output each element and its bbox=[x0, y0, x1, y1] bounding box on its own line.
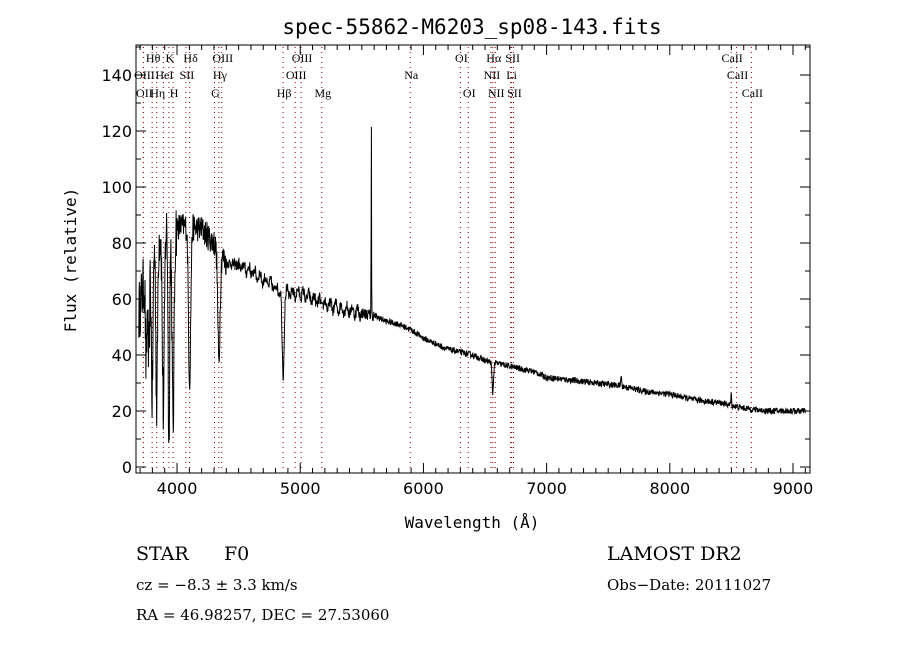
line-marker-label: HeI bbox=[155, 68, 173, 82]
y-tick-label: 100 bbox=[101, 178, 132, 197]
line-marker-label: OIII bbox=[292, 51, 313, 65]
x-tick-label: 9000 bbox=[773, 479, 814, 498]
object-subclass: F0 bbox=[224, 543, 249, 565]
x-tick-label: 7000 bbox=[526, 479, 567, 498]
x-tick-label: 4000 bbox=[157, 479, 198, 498]
line-marker-label: Hγ bbox=[213, 68, 228, 82]
line-marker-label: OIII bbox=[212, 51, 233, 65]
line-marker-label: NII bbox=[484, 68, 501, 82]
y-tick-label: 0 bbox=[122, 458, 132, 477]
line-marker-label: OII bbox=[136, 86, 153, 100]
x-axis-label: Wavelength (Å) bbox=[405, 513, 540, 532]
line-marker-label: CaII bbox=[742, 86, 763, 100]
line-marker-label: K bbox=[166, 51, 175, 65]
x-tick-label: 5000 bbox=[280, 479, 321, 498]
y-tick-label: 20 bbox=[112, 402, 132, 421]
line-marker-label: Hη bbox=[150, 86, 165, 100]
y-tick-label: 120 bbox=[101, 122, 132, 141]
line-marker-label: Hθ bbox=[146, 51, 161, 65]
chart-title: spec-55862-M6203_sp08-143.fits bbox=[282, 15, 661, 39]
spectrum-line bbox=[138, 126, 806, 443]
coordinates-text: RA = 46.98257, DEC = 27.53060 bbox=[136, 606, 389, 624]
obs-date-text: Obs−Date: 20111027 bbox=[607, 576, 771, 594]
y-tick-label: 60 bbox=[112, 290, 132, 309]
line-marker-label: NII bbox=[488, 86, 505, 100]
line-marker-label: SII bbox=[507, 86, 522, 100]
x-tick-label: 6000 bbox=[403, 479, 444, 498]
line-markers bbox=[142, 47, 752, 471]
y-tick-label: 140 bbox=[101, 66, 132, 85]
line-marker-label: OI bbox=[455, 51, 468, 65]
line-marker-label: OIII bbox=[286, 68, 307, 82]
line-marker-label: Hα bbox=[486, 51, 502, 65]
survey-label: LAMOST DR2 bbox=[607, 543, 742, 565]
plot-frame bbox=[135, 44, 811, 474]
line-marker-label: Hδ bbox=[183, 51, 198, 65]
y-axis-label: Flux (relative) bbox=[61, 188, 80, 333]
x-tick-label: 8000 bbox=[649, 479, 690, 498]
line-marker-label: G bbox=[211, 86, 220, 100]
line-marker-label: SII bbox=[505, 51, 520, 65]
redshift-text: cz = −8.3 ± 3.3 km/s bbox=[136, 576, 298, 594]
line-marker-label: Na bbox=[404, 68, 419, 82]
line-marker-label: OI bbox=[463, 86, 476, 100]
line-marker-label: SII bbox=[180, 68, 195, 82]
line-marker-label: Hβ bbox=[277, 86, 292, 100]
line-marker-label: H bbox=[170, 86, 179, 100]
line-marker-label: CaII bbox=[721, 51, 742, 65]
line-marker-label: Li bbox=[506, 68, 517, 82]
y-tick-label: 40 bbox=[112, 346, 132, 365]
axis-ticks: 4000 5000 6000 7000 8000 9000 0 20 40 60 80 100 120 1… bbox=[101, 45, 813, 498]
object-class: STAR bbox=[136, 543, 189, 565]
line-marker-label: Mg bbox=[314, 86, 331, 100]
y-tick-label: 80 bbox=[112, 234, 132, 253]
line-marker-label: CaII bbox=[727, 68, 748, 82]
